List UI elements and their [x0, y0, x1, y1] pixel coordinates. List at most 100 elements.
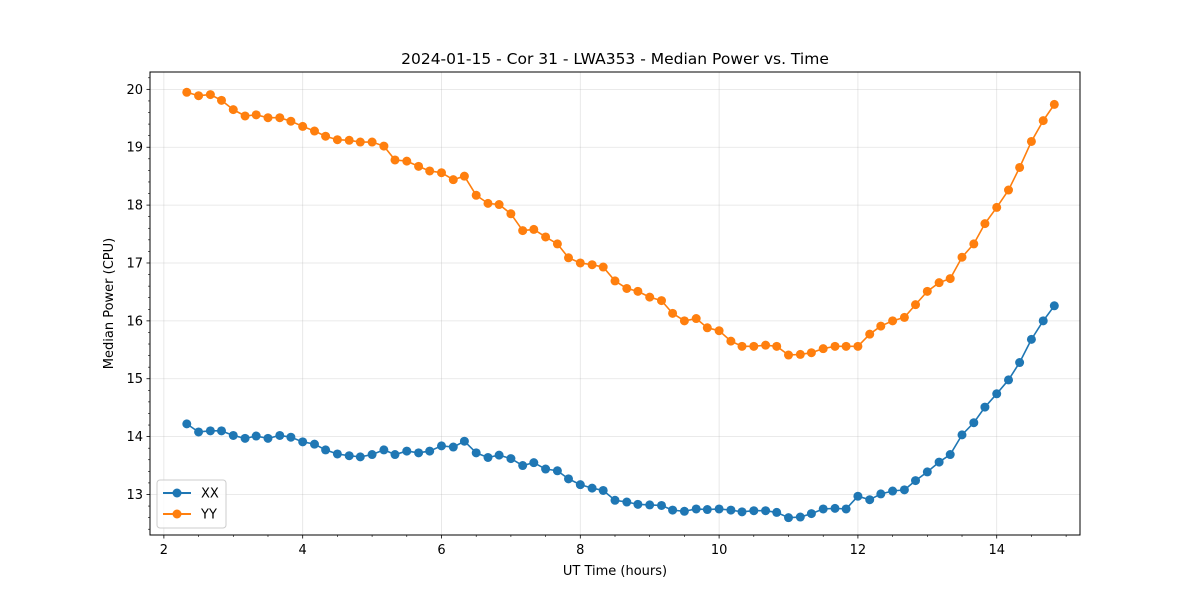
point-yy: [795, 349, 805, 359]
point-xx: [205, 426, 215, 436]
point-yy: [761, 340, 771, 350]
y-tick-label: 19: [126, 141, 143, 156]
point-yy: [263, 113, 273, 123]
point-xx: [645, 500, 655, 510]
point-yy: [587, 260, 597, 270]
point-xx: [506, 454, 516, 464]
point-yy: [610, 276, 620, 286]
point-yy: [657, 296, 666, 306]
x-tick-label: 10: [711, 543, 728, 558]
point-yy: [853, 341, 863, 351]
point-yy: [459, 171, 469, 181]
point-yy: [980, 219, 990, 229]
point-yy: [240, 111, 250, 121]
point-xx: [714, 504, 724, 514]
point-xx: [459, 436, 469, 446]
point-xx: [471, 448, 481, 458]
point-yy: [830, 341, 840, 351]
point-yy: [228, 105, 238, 115]
point-yy: [379, 141, 389, 151]
x-tick-label: 12: [850, 543, 867, 558]
point-xx: [1004, 375, 1014, 385]
point-yy: [726, 336, 736, 346]
point-yy: [205, 90, 215, 100]
line-yy: [186, 91, 1055, 356]
point-xx: [865, 495, 875, 505]
point-xx: [355, 452, 365, 462]
series-yy: [182, 87, 1059, 360]
x-tick-label: 4: [299, 543, 307, 558]
point-yy: [436, 168, 446, 178]
point-xx: [598, 485, 608, 495]
point-yy: [772, 341, 782, 351]
point-yy: [1026, 136, 1036, 146]
point-xx: [957, 430, 967, 440]
point-yy: [182, 87, 192, 97]
point-xx: [1038, 316, 1048, 326]
y-tick-label: 17: [126, 256, 143, 271]
chart-title: 2024-01-15 - Cor 31 - LWA353 - Median Po…: [401, 50, 829, 68]
point-xx: [344, 451, 354, 461]
point-xx: [425, 446, 435, 456]
x-tick-label: 14: [988, 543, 1005, 558]
point-xx: [945, 450, 955, 460]
point-yy: [598, 262, 608, 272]
point-xx: [518, 461, 528, 471]
point-xx: [622, 497, 632, 507]
point-xx: [564, 474, 573, 484]
point-yy: [471, 190, 481, 200]
point-yy: [402, 156, 412, 166]
y-tick-label: 16: [126, 314, 143, 329]
point-xx: [657, 500, 666, 510]
point-xx: [911, 476, 921, 486]
point-xx: [980, 402, 990, 412]
point-xx: [436, 441, 446, 451]
point-yy: [344, 135, 354, 145]
point-yy: [865, 329, 875, 339]
point-yy: [1038, 116, 1048, 126]
point-yy: [332, 135, 342, 145]
point-xx: [494, 450, 504, 460]
point-yy: [309, 126, 319, 136]
legend-marker-yy: [172, 509, 182, 519]
point-xx: [182, 419, 192, 429]
point-yy: [367, 137, 377, 147]
point-xx: [194, 427, 204, 437]
point-xx: [379, 445, 389, 455]
point-yy: [506, 209, 516, 219]
point-yy: [275, 113, 285, 123]
point-xx: [749, 506, 759, 516]
point-xx: [1026, 334, 1036, 344]
point-yy: [552, 239, 562, 249]
point-yy: [749, 341, 759, 351]
point-xx: [679, 506, 689, 516]
point-yy: [818, 344, 828, 354]
point-yy: [876, 321, 886, 331]
legend-label-yy: YY: [200, 508, 217, 523]
point-yy: [321, 131, 331, 141]
point-yy: [633, 286, 643, 296]
point-xx: [610, 495, 620, 505]
point-xx: [899, 485, 909, 495]
point-yy: [194, 91, 204, 101]
point-xx: [876, 489, 886, 499]
y-tick-label: 15: [126, 372, 143, 387]
point-xx: [784, 513, 794, 523]
point-yy: [784, 350, 794, 360]
point-xx: [668, 505, 678, 515]
point-xx: [309, 439, 319, 449]
point-yy: [1049, 99, 1059, 109]
point-yy: [483, 198, 493, 208]
point-xx: [806, 509, 816, 519]
legend-label-xx: XX: [201, 487, 219, 502]
y-tick-label: 18: [126, 199, 143, 214]
point-xx: [969, 418, 979, 428]
point-yy: [390, 155, 400, 165]
plot-series: [182, 87, 1059, 523]
point-xx: [772, 507, 782, 517]
point-xx: [841, 504, 851, 514]
point-xx: [402, 446, 412, 456]
point-xx: [1015, 358, 1025, 368]
point-xx: [483, 452, 493, 462]
point-xx: [795, 512, 805, 522]
